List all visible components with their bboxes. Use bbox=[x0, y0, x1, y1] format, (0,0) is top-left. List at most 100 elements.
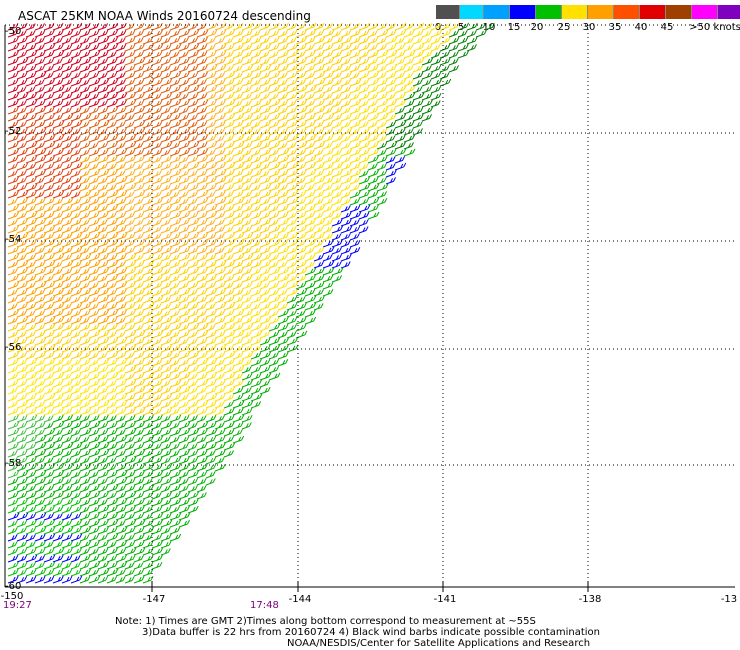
wind-barb bbox=[142, 121, 153, 129]
wind-barb bbox=[160, 401, 171, 409]
wind-barb bbox=[16, 561, 28, 570]
wind-barb bbox=[196, 415, 207, 423]
wind-barb bbox=[178, 443, 189, 451]
wind-barb bbox=[205, 352, 217, 360]
wind-barb bbox=[88, 240, 100, 248]
wind-barb bbox=[214, 302, 227, 311]
wind-barb bbox=[79, 526, 92, 535]
wind-barb bbox=[160, 282, 172, 290]
wind-barb bbox=[169, 254, 180, 262]
wind-barb bbox=[52, 519, 64, 528]
wind-barb bbox=[259, 289, 271, 297]
wind-barb bbox=[97, 373, 108, 381]
wind-barb bbox=[340, 247, 352, 255]
wind-barb bbox=[421, 106, 434, 115]
wind-barb bbox=[259, 359, 271, 367]
wind-barb bbox=[133, 183, 145, 192]
wind-barb bbox=[178, 296, 190, 304]
wind-barb bbox=[133, 163, 144, 171]
wind-barb bbox=[97, 505, 110, 514]
wind-barb bbox=[61, 226, 73, 234]
wind-barb bbox=[142, 233, 154, 241]
lon-label: -138 bbox=[578, 594, 602, 605]
wind-barb bbox=[7, 414, 19, 423]
wind-barb bbox=[124, 303, 136, 311]
wind-barb bbox=[79, 457, 90, 465]
wind-barb bbox=[61, 142, 72, 150]
wind-barb bbox=[52, 219, 64, 227]
wind-barb bbox=[106, 225, 119, 234]
wind-barb bbox=[7, 442, 19, 451]
wind-barb bbox=[88, 359, 99, 367]
wind-barb bbox=[286, 288, 298, 297]
wind-barb bbox=[79, 51, 91, 59]
wind-barb bbox=[34, 79, 45, 87]
wind-barb bbox=[97, 64, 109, 73]
wind-barb bbox=[16, 205, 28, 213]
wind-barb bbox=[187, 260, 199, 269]
wind-barb bbox=[7, 421, 20, 430]
wind-barb bbox=[124, 260, 137, 269]
wind-barb bbox=[358, 176, 370, 185]
wind-barb bbox=[322, 177, 334, 185]
wind-barb bbox=[142, 260, 154, 269]
wind-barb bbox=[286, 128, 297, 136]
wind-barb bbox=[124, 379, 137, 388]
wind-barb bbox=[79, 471, 91, 479]
wind-barb bbox=[151, 197, 164, 206]
wind-barb bbox=[7, 366, 18, 374]
wind-barb bbox=[313, 275, 325, 283]
wind-barb bbox=[232, 36, 244, 45]
wind-barb bbox=[187, 380, 198, 388]
wind-barb bbox=[160, 548, 171, 556]
wind-barb bbox=[16, 505, 28, 514]
wind-barb bbox=[187, 128, 198, 136]
wind-barb bbox=[43, 176, 56, 185]
wind-barb bbox=[70, 92, 83, 101]
wind-barb bbox=[205, 393, 218, 402]
wind-barb bbox=[358, 114, 369, 122]
wind-barb bbox=[331, 72, 342, 80]
lon-label: -144 bbox=[288, 594, 312, 605]
wind-barb bbox=[70, 191, 81, 199]
wind-barb bbox=[16, 65, 27, 73]
wind-barb bbox=[133, 22, 145, 31]
wind-barb bbox=[331, 43, 344, 52]
wind-barb bbox=[25, 58, 36, 66]
wind-barb bbox=[133, 366, 145, 374]
wind-barb bbox=[358, 92, 370, 101]
wind-barb bbox=[259, 205, 271, 213]
wind-barb bbox=[250, 393, 263, 402]
wind-barb bbox=[61, 330, 73, 339]
wind-barb bbox=[241, 142, 253, 150]
wind-barb bbox=[61, 51, 72, 59]
wind-barb bbox=[187, 478, 199, 486]
wind-barb bbox=[61, 408, 73, 416]
wind-barb bbox=[277, 344, 289, 353]
wind-barb bbox=[286, 113, 299, 122]
wind-barb bbox=[394, 127, 406, 136]
wind-barb bbox=[223, 394, 235, 402]
wind-barb bbox=[70, 253, 82, 262]
wind-barb bbox=[196, 492, 207, 500]
wind-barb bbox=[70, 282, 82, 290]
wind-barb bbox=[61, 100, 72, 108]
wind-barb bbox=[439, 51, 450, 59]
wind-barb bbox=[133, 233, 144, 241]
wind-barb bbox=[70, 380, 82, 388]
wind-barb bbox=[304, 316, 317, 325]
wind-barb bbox=[151, 303, 162, 311]
wind-barb bbox=[367, 183, 380, 192]
wind-barb bbox=[160, 351, 173, 360]
wind-barb bbox=[160, 477, 172, 486]
wind-barb bbox=[448, 51, 459, 59]
wind-barb bbox=[421, 51, 433, 59]
wind-barb bbox=[196, 261, 207, 269]
wind-barb bbox=[241, 57, 253, 66]
wind-barb bbox=[43, 351, 55, 360]
wind-barb bbox=[421, 86, 433, 94]
wind-barb bbox=[439, 29, 452, 38]
wind-barb bbox=[430, 65, 442, 73]
wind-barb bbox=[88, 163, 99, 171]
wind-barb bbox=[106, 212, 117, 220]
